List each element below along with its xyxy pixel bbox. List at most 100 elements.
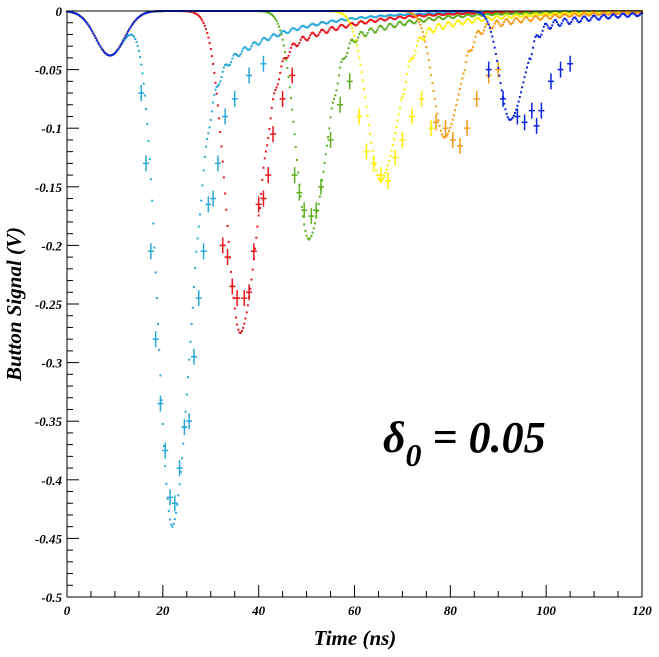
trace-dot — [438, 16, 441, 19]
trace-dot — [238, 54, 241, 57]
trace-dot — [557, 11, 560, 14]
trace-dot — [503, 15, 506, 18]
trace-dot — [566, 15, 569, 17]
trace-dot — [187, 376, 189, 379]
trace-dot — [84, 19, 86, 22]
trace-dot — [511, 11, 514, 14]
trace-dot — [388, 23, 391, 25]
trace-dot — [415, 16, 418, 19]
trace-dot — [463, 11, 466, 14]
trace-dot — [619, 12, 622, 15]
trace-dot — [303, 36, 306, 39]
trace-dot — [488, 26, 491, 29]
trace-dot — [423, 20, 425, 23]
trace-dot — [201, 19, 204, 22]
trace-dot — [514, 17, 516, 20]
trace-dot — [346, 52, 349, 54]
trace-dot — [397, 113, 400, 116]
trace-dot — [200, 199, 203, 202]
trace-dot — [588, 11, 591, 14]
trace-dot — [296, 29, 298, 32]
trace-dot — [545, 14, 548, 17]
trace-dot — [470, 11, 473, 14]
trace-dot — [426, 52, 429, 55]
trace-dot — [349, 39, 352, 42]
trace-dot — [309, 24, 312, 27]
trace-dot — [339, 66, 342, 69]
trace-dot — [445, 11, 448, 14]
trace-dot — [527, 61, 530, 64]
trace-dot — [509, 22, 512, 25]
trace-dot — [516, 17, 519, 20]
trace-dot — [532, 46, 534, 49]
trace-dot — [400, 98, 403, 101]
trace-dot — [123, 39, 126, 41]
trace-dot — [494, 15, 497, 18]
trace-dot — [569, 13, 572, 15]
trace-dot — [589, 13, 592, 16]
trace-dot — [415, 44, 418, 47]
trace-dot — [526, 66, 528, 69]
trace-dot — [377, 177, 380, 180]
trace-dot — [508, 11, 510, 14]
trace-dot — [385, 168, 388, 171]
trace-dot — [427, 27, 430, 30]
trace-dot — [499, 24, 502, 27]
trace-dot — [399, 13, 401, 16]
trace-dot — [369, 27, 372, 30]
trace-dot — [370, 141, 373, 144]
trace-dot — [496, 14, 499, 17]
trace-dot — [309, 237, 312, 240]
trace-dot — [480, 12, 483, 15]
trace-dot — [529, 12, 532, 15]
trace-dot — [518, 12, 521, 15]
trace-dot — [445, 22, 448, 25]
trace-dot — [287, 54, 290, 57]
trace-dot — [529, 15, 532, 18]
trace-dot — [207, 132, 210, 135]
trace-dot — [334, 20, 337, 23]
trace-dot — [603, 14, 606, 17]
trace-dot — [166, 497, 169, 500]
trace-dot — [450, 13, 453, 16]
trace-dot — [541, 11, 544, 14]
trace-dot — [69, 11, 72, 13]
trace-dot — [419, 14, 422, 17]
trace-dot — [442, 14, 445, 17]
trace-dot — [553, 13, 556, 16]
trace-dot — [458, 12, 461, 15]
trace-dot — [607, 13, 610, 16]
trace-dot — [420, 37, 423, 40]
trace-dot — [478, 13, 481, 16]
trace-dot — [535, 15, 538, 18]
trace-dot — [395, 14, 398, 17]
trace-dot — [463, 69, 466, 72]
trace-dot — [408, 14, 411, 17]
trace-dot — [596, 13, 599, 16]
trace-dot — [462, 11, 465, 14]
trace-dot — [234, 53, 237, 55]
trace-dot — [472, 11, 475, 14]
trace-dot — [518, 15, 521, 18]
trace-dot — [290, 97, 292, 100]
trace-dot — [462, 13, 465, 15]
trace-dot — [454, 109, 457, 112]
trace-dot — [251, 268, 254, 271]
trace-dot — [383, 19, 386, 22]
trace-dot — [463, 15, 466, 18]
trace-dot — [456, 14, 459, 17]
trace-dot — [355, 23, 358, 26]
trace-dot — [536, 34, 539, 37]
trace-dot — [142, 82, 145, 85]
trace-dot — [308, 25, 310, 28]
trace-dot — [431, 82, 434, 84]
trace-dot — [550, 17, 552, 20]
trace-dot — [479, 32, 482, 35]
trace-dot — [370, 15, 373, 18]
trace-dot — [440, 14, 443, 16]
trace-dot — [149, 10, 152, 13]
trace-dot — [261, 178, 264, 181]
trace-dot — [484, 16, 487, 19]
trace-dot — [379, 24, 382, 27]
trace-dot — [454, 23, 457, 25]
